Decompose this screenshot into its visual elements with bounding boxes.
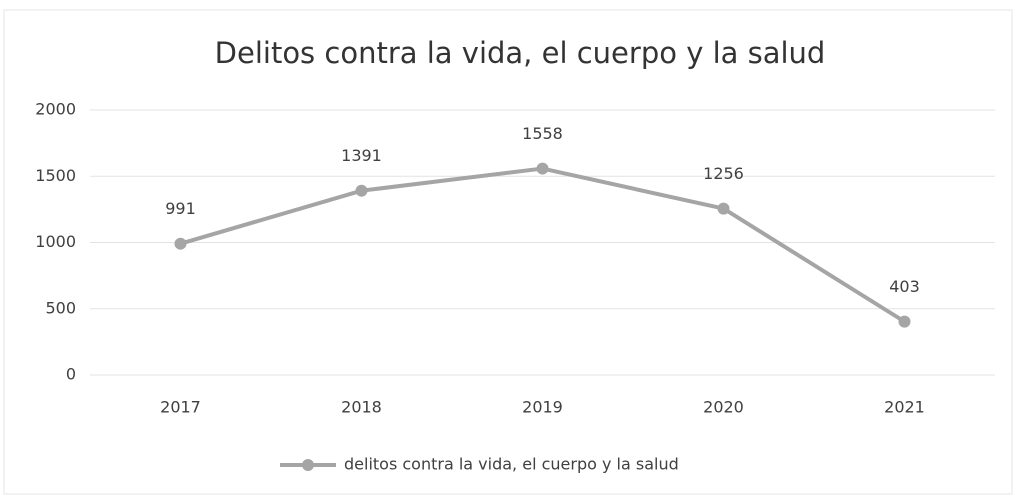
y-tick-label: 1500 bbox=[35, 166, 76, 185]
data-point bbox=[536, 162, 549, 175]
data-label: 403 bbox=[889, 277, 920, 296]
x-tick-label: 2018 bbox=[341, 398, 382, 417]
x-tick-label: 2019 bbox=[522, 398, 563, 417]
x-tick-label: 2021 bbox=[884, 398, 925, 417]
y-tick-label: 2000 bbox=[35, 100, 76, 119]
y-tick-label: 0 bbox=[66, 365, 76, 384]
data-point bbox=[355, 184, 368, 197]
legend-marker bbox=[302, 459, 314, 471]
legend-label: delitos contra la vida, el cuerpo y la s… bbox=[344, 455, 679, 474]
data-point bbox=[717, 202, 730, 215]
chart-title: Delitos contra la vida, el cuerpo y la s… bbox=[215, 36, 826, 70]
data-point bbox=[174, 237, 187, 250]
chart-frame bbox=[3, 9, 1013, 495]
y-tick-label: 500 bbox=[45, 298, 76, 317]
data-point bbox=[898, 315, 911, 328]
y-tick-label: 1000 bbox=[35, 232, 76, 251]
x-tick-label: 2020 bbox=[703, 398, 744, 417]
data-label: 991 bbox=[165, 199, 196, 218]
data-label: 1558 bbox=[522, 124, 563, 143]
data-label: 1256 bbox=[703, 164, 744, 183]
data-label: 1391 bbox=[341, 146, 382, 165]
x-tick-label: 2017 bbox=[160, 398, 201, 417]
